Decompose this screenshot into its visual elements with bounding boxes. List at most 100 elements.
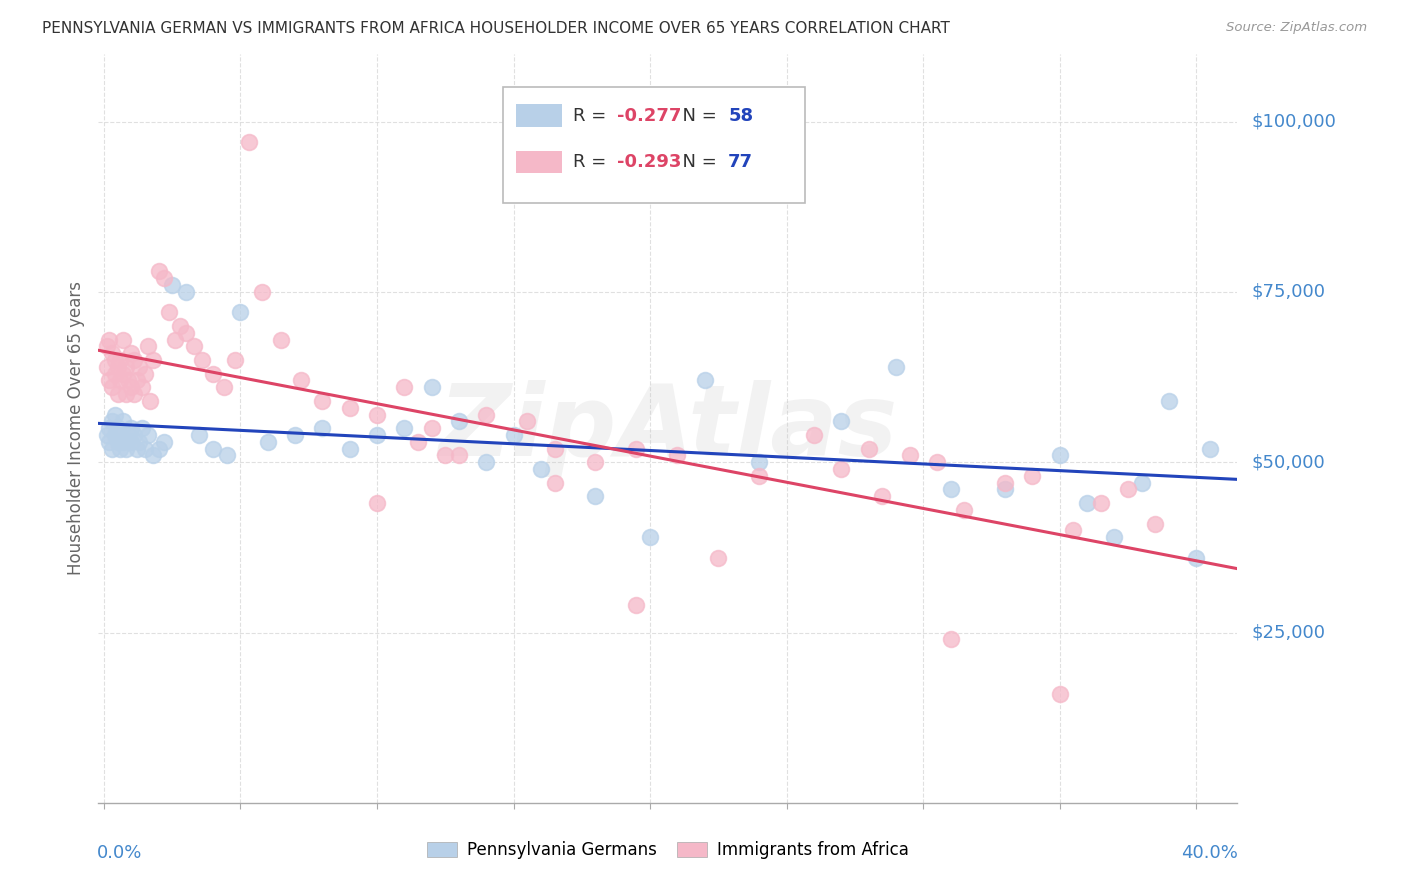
Y-axis label: Householder Income Over 65 years: Householder Income Over 65 years [67, 281, 86, 575]
Point [125, 374, 148, 388]
Point [107, 387, 129, 401]
Text: 77: 77 [728, 153, 754, 171]
Point [585, 455, 607, 469]
Point [1049, 687, 1071, 701]
Point [117, 374, 139, 388]
Point [122, 387, 145, 401]
Point [884, 359, 907, 374]
Point [107, 359, 129, 374]
Point [1157, 393, 1180, 408]
Point [1062, 524, 1084, 538]
Point [366, 496, 388, 510]
Point [585, 489, 607, 503]
Point [188, 428, 211, 442]
Point [114, 387, 136, 401]
Point [111, 434, 134, 449]
Point [339, 401, 361, 415]
Point [104, 408, 127, 422]
Point [925, 455, 948, 469]
Point [1049, 449, 1071, 463]
Point [238, 135, 260, 149]
Point [96, 359, 118, 374]
Point [191, 353, 214, 368]
Text: R =: R = [574, 107, 613, 125]
Point [994, 475, 1017, 490]
Point [366, 408, 388, 422]
Point [101, 380, 124, 394]
Point [229, 305, 252, 319]
Text: PENNSYLVANIA GERMAN VS IMMIGRANTS FROM AFRICA HOUSEHOLDER INCOME OVER 65 YEARS C: PENNSYLVANIA GERMAN VS IMMIGRANTS FROM A… [42, 21, 950, 36]
Point [104, 353, 127, 368]
Point [128, 434, 150, 449]
Point [107, 434, 129, 449]
Point [96, 339, 118, 353]
Point [98, 421, 121, 435]
Text: $50,000: $50,000 [1251, 453, 1324, 471]
Point [134, 367, 156, 381]
Point [120, 434, 142, 449]
Point [1130, 475, 1153, 490]
Point [311, 421, 333, 435]
Legend: Pennsylvania Germans, Immigrants from Africa: Pennsylvania Germans, Immigrants from Af… [420, 834, 915, 865]
Point [136, 428, 159, 442]
Point [212, 380, 235, 394]
Point [224, 353, 246, 368]
Point [98, 374, 121, 388]
Point [447, 414, 470, 428]
Point [120, 421, 142, 435]
Point [101, 346, 124, 360]
Point [174, 285, 197, 299]
FancyBboxPatch shape [516, 104, 562, 127]
Point [104, 367, 127, 381]
Text: -0.293: -0.293 [617, 153, 681, 171]
Point [107, 421, 129, 435]
Point [110, 442, 132, 456]
Point [1090, 496, 1112, 510]
Text: 0.0%: 0.0% [97, 844, 142, 862]
Point [447, 449, 470, 463]
Point [153, 271, 176, 285]
Point [626, 599, 648, 613]
Point [131, 421, 153, 435]
Point [110, 374, 132, 388]
Point [169, 318, 191, 333]
Point [339, 442, 361, 456]
Point [174, 326, 197, 340]
Point [110, 428, 132, 442]
Point [111, 414, 134, 428]
Point [420, 380, 443, 394]
Point [666, 449, 689, 463]
Point [122, 428, 145, 442]
Point [159, 305, 181, 319]
Point [626, 442, 648, 456]
Point [98, 434, 121, 449]
Text: ZipAtlas: ZipAtlas [439, 380, 897, 476]
Point [110, 353, 132, 368]
Point [1116, 483, 1139, 497]
Point [202, 442, 225, 456]
Point [475, 455, 498, 469]
Text: N =: N = [671, 153, 723, 171]
Point [125, 442, 148, 456]
Point [148, 264, 170, 278]
Point [111, 333, 134, 347]
Text: $25,000: $25,000 [1251, 624, 1326, 641]
Point [202, 367, 225, 381]
Point [120, 346, 142, 360]
Point [1104, 530, 1126, 544]
Point [128, 359, 150, 374]
Point [163, 333, 186, 347]
Point [252, 285, 274, 299]
Text: 58: 58 [728, 107, 754, 125]
Point [1144, 516, 1167, 531]
Point [406, 434, 429, 449]
Point [870, 489, 893, 503]
Point [543, 442, 565, 456]
Text: R =: R = [574, 153, 613, 171]
Point [858, 442, 880, 456]
Point [748, 455, 770, 469]
Point [148, 442, 170, 456]
Point [394, 380, 416, 394]
Point [707, 550, 730, 565]
Point [475, 408, 498, 422]
